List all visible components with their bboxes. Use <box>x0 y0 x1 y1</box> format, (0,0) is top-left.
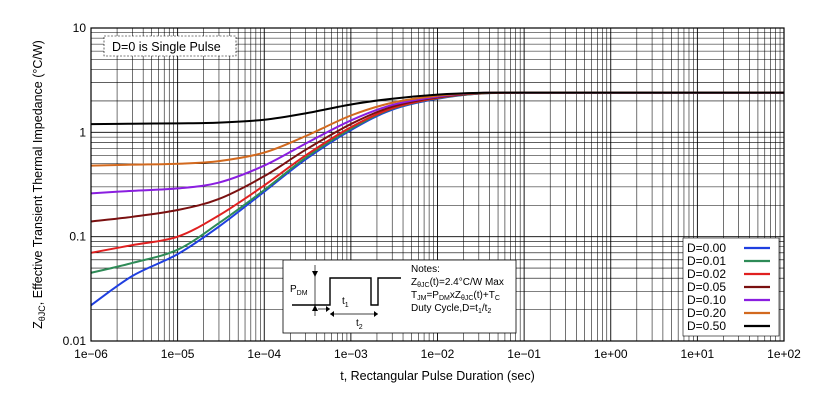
y-tick-label: 0.01 <box>63 334 87 348</box>
notes-title: Notes: <box>411 264 440 275</box>
pdm-label-main: P <box>290 284 297 295</box>
x-tick-label: 1e−03 <box>334 347 368 361</box>
legend-label: D=0.00 <box>687 241 726 255</box>
t2-label-sub: 2 <box>359 324 363 331</box>
x-tick-labels: 1e−06 1e−05 1e−04 1e−03 1e−02 1e−01 1e+00 1e+01… <box>74 347 801 361</box>
t2-arrow-left <box>330 311 334 317</box>
notes-line-2-c: xZ <box>450 290 461 301</box>
legend-label: D=0.20 <box>687 306 726 320</box>
notes-line-1: ZθJC(t)=2.4°C/W Max <box>411 277 504 289</box>
notes-line-2-d: (t)+T <box>473 290 494 301</box>
notes-line-3: Duty Cycle,D=t1/t2 <box>411 303 491 315</box>
notes-box <box>282 259 517 334</box>
x-tick-label: 1e+02 <box>767 347 801 361</box>
y-tick-label: 1 <box>79 125 86 139</box>
pulse-waveform-diagram: PDM t1 t2 <box>290 265 401 331</box>
legend-label: D=0.01 <box>687 254 726 268</box>
notes-line-2-a: T <box>411 290 417 301</box>
notes-line-3-sub2: 2 <box>487 308 491 315</box>
t1-label-sub: 1 <box>345 302 349 309</box>
notes-text: Notes: ZθJC(t)=2.4°C/W Max TJM=PDMxZθJC(… <box>411 264 504 315</box>
t2-label: t2 <box>356 318 363 331</box>
x-tick-label: 1e−04 <box>247 347 281 361</box>
t1-label: t1 <box>342 296 349 309</box>
t1-label-main: t <box>342 296 345 307</box>
pdm-label: PDM <box>290 284 308 297</box>
legend-label: D=0.05 <box>687 280 726 294</box>
y-tick-labels: 0.01 0.1 1 10 <box>63 21 87 348</box>
x-tick-label: 1e−05 <box>161 347 195 361</box>
series-lines <box>90 91 784 307</box>
notes-line-2: TJM=PDMxZθJC(t)+TC <box>411 290 500 302</box>
pdm-arrow-bottom <box>312 305 318 311</box>
pdm-arrow-top <box>312 271 318 277</box>
notes-line-3-b: /t <box>482 303 488 314</box>
notes-line-2-b: =P <box>426 290 439 301</box>
y-axis-label-main: Z <box>31 321 45 329</box>
legend-label: D=0.50 <box>687 319 726 333</box>
x-tick-label: 1e−02 <box>421 347 455 361</box>
plot-frame <box>90 27 785 342</box>
y-axis-label-rest: , Effective Transient Thermal Impedance … <box>31 40 45 305</box>
y-tick-label: 10 <box>73 21 87 35</box>
t1-arrow <box>326 306 330 312</box>
notes-line-2-b-sub: DM <box>439 295 450 302</box>
t2-arrow-right <box>374 311 378 317</box>
x-axis-label: t, Rectangular Pulse Duration (sec) <box>340 369 535 383</box>
notes-line-2-d-sub: C <box>495 295 500 302</box>
x-tick-label: 1e+01 <box>681 347 715 361</box>
legend-label: D=0.10 <box>687 293 726 307</box>
series-line-d-0-50 <box>90 91 784 126</box>
notes-line-1-b: (t)=2.4°C/W Max <box>430 277 504 288</box>
notes-line-3-a: Duty Cycle,D=t <box>411 303 478 314</box>
notes-line-3-sub1: 1 <box>478 308 482 315</box>
notes-line-1-sub: θJC <box>417 282 429 289</box>
y-axis-label: ZθJC, Effective Transient Thermal Impeda… <box>31 40 47 329</box>
legend-label: D=0.02 <box>687 267 726 281</box>
notes-line-1-a: Z <box>411 277 417 288</box>
x-tick-label: 1e−01 <box>507 347 541 361</box>
x-tick-label: 1e−06 <box>74 347 108 361</box>
y-axis-label-sub: θJC <box>37 305 47 322</box>
legend: D=0.00D=0.01D=0.02D=0.05D=0.10D=0.20D=0.… <box>687 241 770 333</box>
t2-label-main: t <box>356 318 359 329</box>
single-pulse-annotation: D=0 is Single Pulse <box>112 40 221 54</box>
pdm-label-sub: DM <box>297 290 308 297</box>
y-tick-label: 0.1 <box>69 230 86 244</box>
notes-line-2-a-sub: JM <box>417 295 427 302</box>
x-tick-label: 1e+00 <box>594 347 628 361</box>
pulse-waveform <box>292 277 401 306</box>
notes-line-2-c-sub: θJC <box>461 295 473 302</box>
annotation-box <box>103 35 237 57</box>
